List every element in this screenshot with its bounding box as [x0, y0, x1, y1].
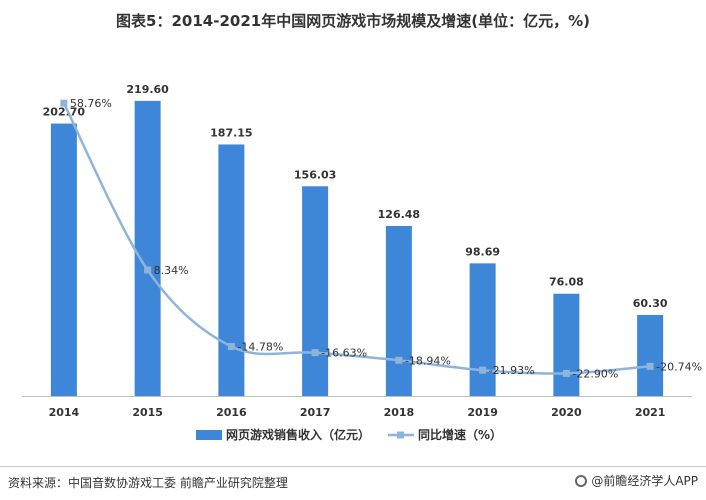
- growth-point-2021: [646, 362, 654, 370]
- x-tick-2019: 2019: [467, 406, 498, 419]
- brand-logo-icon: [575, 474, 588, 487]
- growth-label-2018: -18.94%: [405, 354, 451, 367]
- bar-label-2019: 98.69: [465, 245, 500, 258]
- growth-line-series: [60, 99, 654, 377]
- x-tick-2014: 2014: [49, 406, 80, 419]
- x-tick-2021: 2021: [635, 406, 666, 419]
- bar-2015: [134, 100, 161, 396]
- chart-title: 图表5：2014-2021年中国网页游戏市场规模及增速(单位：亿元，%): [116, 12, 590, 30]
- x-tick-2015: 2015: [132, 406, 163, 419]
- legend-line-marker: [397, 431, 404, 439]
- bar-2021: [637, 314, 664, 396]
- legend-bar-label: 网页游戏销售收入（亿元）: [226, 427, 370, 442]
- brand-credit: @前瞻经济学人APP: [575, 472, 698, 489]
- x-tick-2017: 2017: [300, 406, 331, 419]
- growth-label-2019: -21.93%: [489, 364, 535, 377]
- brand-text: @前瞻经济学人APP: [591, 474, 698, 488]
- growth-label-2020: -22.90%: [572, 367, 618, 380]
- x-tick-2020: 2020: [551, 406, 582, 419]
- bar-label-2015: 219.60: [126, 83, 169, 96]
- bar-series: [50, 100, 664, 396]
- x-tick-2016: 2016: [216, 406, 247, 419]
- growth-point-2016: [227, 343, 235, 351]
- growth-point-2017: [311, 349, 319, 357]
- growth-value-labels: 58.76% 8.34% -14.78% -16.63% -18.94% -21.93% -…: [70, 97, 702, 380]
- growth-label-2021: -20.74%: [656, 360, 702, 373]
- legend-line-label: 同比增速（%）: [418, 427, 502, 442]
- growth-label-2017: -16.63%: [321, 347, 367, 360]
- growth-point-2018: [395, 356, 403, 364]
- bar-2020: [553, 293, 580, 396]
- growth-point-2019: [479, 366, 487, 374]
- x-axis: 2014 2015 2016 2017 2018 2019 2020 2021: [22, 396, 692, 419]
- x-tick-2018: 2018: [384, 406, 415, 419]
- bar-label-2021: 60.30: [633, 297, 668, 310]
- footer-divider: [0, 466, 706, 467]
- bar-label-2017: 156.03: [294, 168, 336, 181]
- bar-label-2020: 76.08: [549, 276, 584, 289]
- bar-2018: [385, 226, 412, 396]
- bar-label-2018: 126.48: [378, 208, 420, 221]
- growth-label-2015: 8.34%: [154, 264, 189, 277]
- growth-point-2015: [144, 266, 152, 274]
- bar-2016: [218, 144, 245, 396]
- bar-label-2014: 202.70: [43, 106, 86, 119]
- growth-point-2014: [60, 99, 68, 107]
- bar-value-labels: 202.70 219.60 187.15 156.03 126.48 98.69 76.08…: [43, 83, 668, 310]
- bar-2019: [469, 263, 496, 396]
- bar-label-2016: 187.15: [210, 126, 252, 139]
- legend: 网页游戏销售收入（亿元） 同比增速（%）: [196, 427, 502, 442]
- bar-2014: [50, 123, 77, 396]
- growth-label-2014: 58.76%: [70, 97, 112, 110]
- growth-point-2020: [562, 369, 570, 377]
- bar-2017: [302, 186, 329, 396]
- growth-label-2016: -14.78%: [237, 341, 283, 354]
- legend-bar-swatch: [196, 430, 222, 440]
- source-note: 资料来源：中国音数协游戏工委 前瞻产业研究院整理: [8, 476, 288, 490]
